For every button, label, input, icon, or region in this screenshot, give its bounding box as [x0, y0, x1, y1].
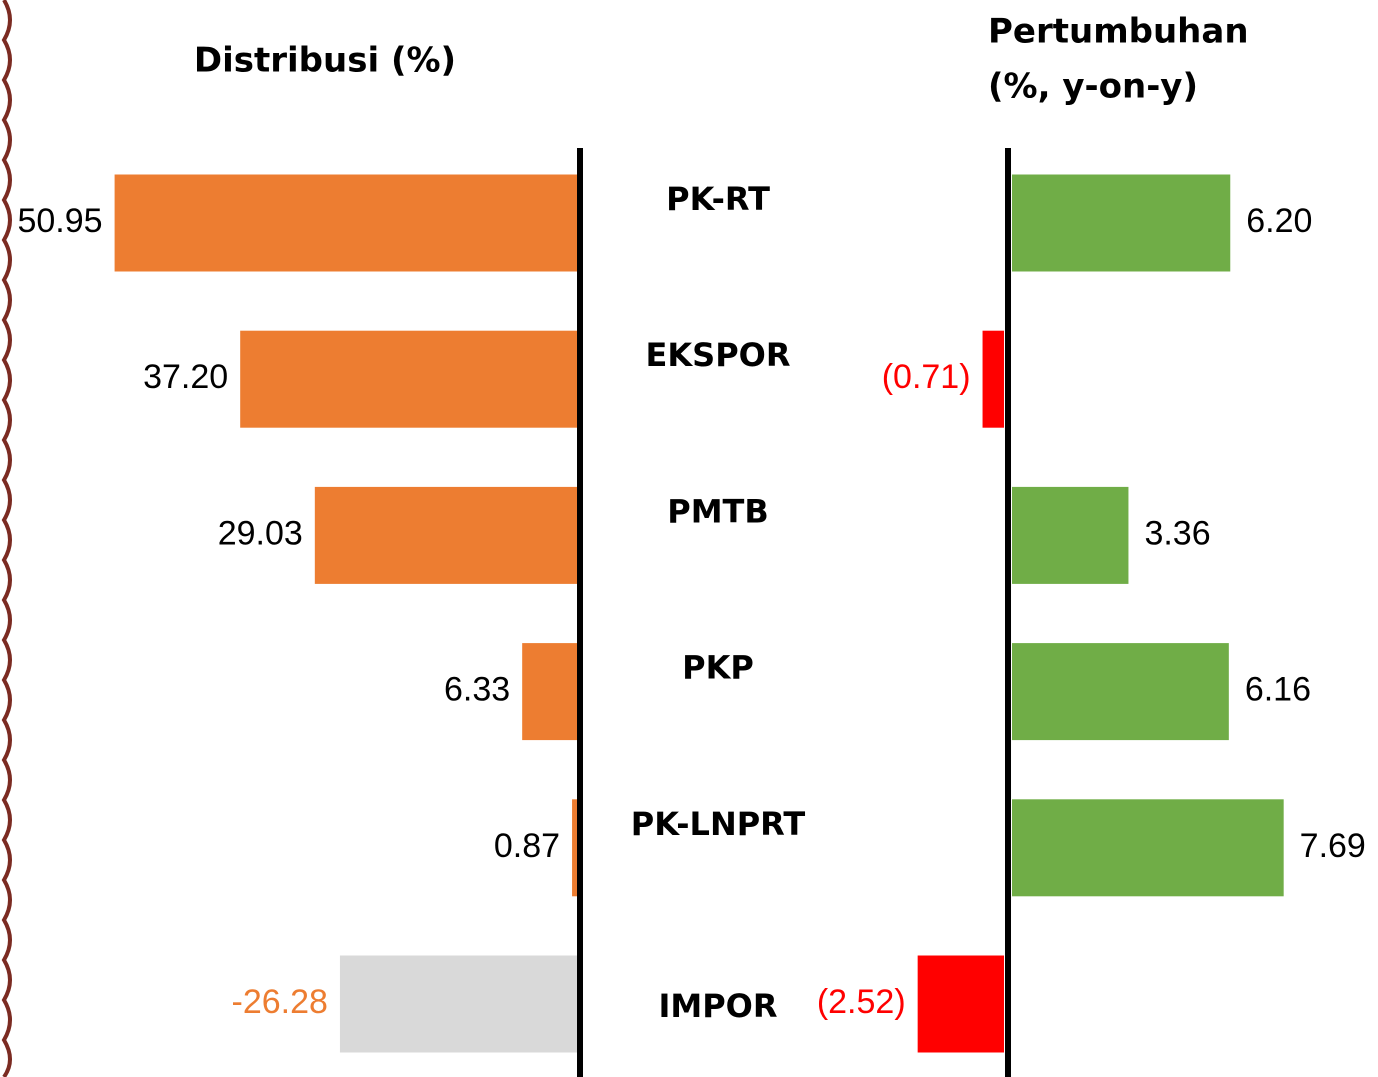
value-label: 50.95	[17, 202, 102, 240]
chart: Distribusi (%) Pertumbuhan (%, y-on-y) 5…	[0, 0, 1378, 1077]
bar	[1012, 175, 1230, 272]
category-label: EKSPOR	[646, 336, 791, 374]
value-label: 6.33	[444, 671, 510, 709]
bar	[918, 956, 1004, 1053]
right-title: (%, y-on-y)	[988, 67, 1198, 107]
category-label: PK-LNPRT	[631, 805, 806, 843]
bar	[1012, 799, 1284, 896]
value-label: 0.87	[494, 827, 560, 865]
value-label: 29.03	[218, 514, 303, 552]
bar	[115, 175, 578, 272]
bar	[340, 956, 578, 1053]
value-label: 6.16	[1245, 671, 1311, 709]
category-label: PK-RT	[666, 180, 770, 218]
value-label: 3.36	[1144, 514, 1210, 552]
value-label: 6.20	[1246, 202, 1312, 240]
category-label: PKP	[682, 649, 754, 687]
bar	[1012, 487, 1128, 584]
value-label: (0.71)	[882, 358, 971, 396]
value-label: (2.52)	[817, 983, 906, 1021]
bar	[315, 487, 578, 584]
value-label: -26.28	[232, 983, 328, 1021]
value-label: 7.69	[1300, 827, 1366, 865]
category-label: PMTB	[667, 492, 769, 530]
bar	[983, 331, 1004, 428]
category-label: IMPOR	[658, 987, 777, 1025]
left-title: Distribusi (%)	[194, 41, 456, 81]
value-label: 37.20	[143, 358, 228, 396]
bar	[1012, 643, 1229, 740]
bar	[522, 643, 578, 740]
right-title: Pertumbuhan	[988, 12, 1249, 52]
bar	[240, 331, 578, 428]
decorative-border	[4, 0, 10, 1077]
